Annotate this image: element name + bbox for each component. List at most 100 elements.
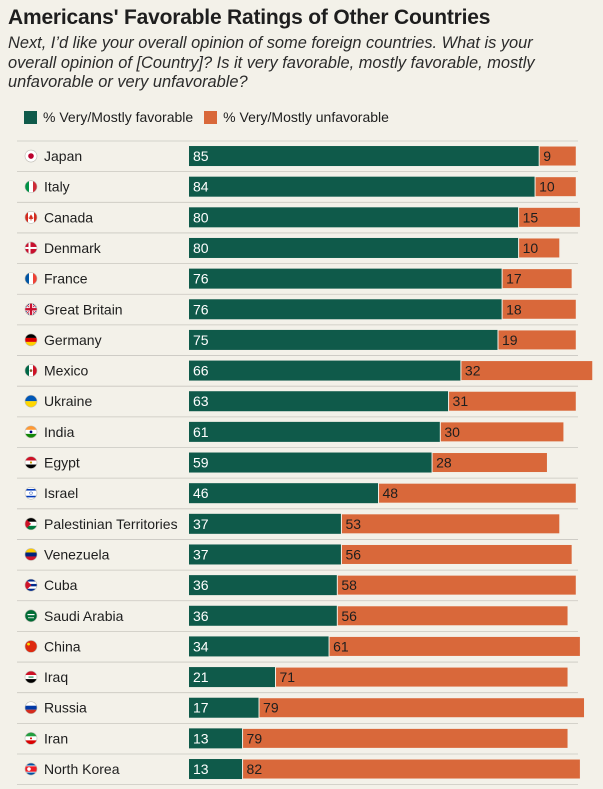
bar-unfavorable-china xyxy=(328,635,581,657)
flag-venezuela-icon xyxy=(24,548,38,561)
data-label-unfavorable-canada: 15 xyxy=(523,209,539,225)
data-label-favorable-japan: 85 xyxy=(193,148,209,164)
data-label-unfavorable-russia: 79 xyxy=(263,700,279,716)
bar-favorable-palestinian-territories xyxy=(189,513,342,534)
bar-unfavorable-venezuela xyxy=(340,543,573,565)
data-label-unfavorable-india: 30 xyxy=(444,424,460,440)
data-label-unfavorable-denmark: 10 xyxy=(523,240,539,256)
data-label-favorable-saudi-arabia: 36 xyxy=(193,608,209,624)
category-label-france: France xyxy=(44,271,88,287)
category-label-germany: Germany xyxy=(44,332,102,348)
bar-favorable-denmark xyxy=(189,237,519,258)
data-label-favorable-cuba: 36 xyxy=(193,577,209,593)
bar-favorable-france xyxy=(189,268,503,289)
bar-favorable-germany xyxy=(189,329,498,350)
category-label-north-korea: North Korea xyxy=(44,761,120,777)
category-label-italy: Italy xyxy=(44,179,70,195)
data-label-unfavorable-venezuela: 56 xyxy=(345,546,361,562)
data-label-unfavorable-mexico: 32 xyxy=(465,363,481,379)
category-label-china: China xyxy=(44,638,81,654)
flag-iraq-icon xyxy=(24,670,38,684)
data-label-favorable-egypt: 59 xyxy=(193,455,209,471)
bar-favorable-egypt xyxy=(189,452,433,473)
legend-label-favorable: % Very/Mostly favorable xyxy=(43,109,194,125)
data-label-unfavorable-ukraine: 31 xyxy=(453,393,469,409)
bar-unfavorable-france xyxy=(501,268,573,290)
flag-mexico-icon xyxy=(24,364,38,377)
bar-unfavorable-india xyxy=(439,421,565,443)
bar-favorable-italy xyxy=(189,176,536,197)
bar-unfavorable-russia xyxy=(258,697,586,719)
legend-swatch-unfavorable xyxy=(204,110,218,124)
flag-germany-icon xyxy=(24,333,38,347)
data-label-favorable-north-korea: 13 xyxy=(193,761,209,777)
data-label-unfavorable-north-korea: 82 xyxy=(247,761,263,777)
flag-ukraine-icon xyxy=(24,394,38,408)
category-label-ukraine: Ukraine xyxy=(44,393,92,409)
bar-favorable-iran xyxy=(189,728,243,749)
bar-unfavorable-israel xyxy=(378,482,577,504)
flag-palestinian-territories-icon xyxy=(24,517,38,531)
bar-favorable-japan xyxy=(189,146,540,167)
legend-item-favorable: % Very/Mostly favorable xyxy=(24,109,193,125)
bar-favorable-mexico xyxy=(189,360,461,381)
flag-cuba-icon xyxy=(24,578,38,592)
flag-north-korea-icon xyxy=(24,762,38,776)
data-label-favorable-china: 34 xyxy=(193,638,209,654)
data-label-unfavorable-france: 17 xyxy=(506,271,522,287)
data-label-favorable-iran: 13 xyxy=(193,730,209,746)
bar-unfavorable-cuba xyxy=(336,574,577,596)
category-label-canada: Canada xyxy=(44,209,93,225)
bar-unfavorable-ukraine xyxy=(448,390,577,412)
bar-favorable-india xyxy=(189,421,441,442)
bar-unfavorable-mexico xyxy=(460,360,594,382)
bar-unfavorable-egypt xyxy=(431,452,548,474)
data-label-favorable-iraq: 21 xyxy=(193,669,209,685)
bar-favorable-china xyxy=(189,636,330,657)
data-label-favorable-germany: 75 xyxy=(193,332,209,348)
data-label-favorable-india: 61 xyxy=(193,424,209,440)
data-label-unfavorable-saudi-arabia: 56 xyxy=(341,608,357,624)
data-label-favorable-italy: 84 xyxy=(193,179,209,195)
category-label-mexico: Mexico xyxy=(44,363,89,379)
bar-favorable-great-britain xyxy=(189,299,503,320)
category-label-palestinian-territories: Palestinian Territories xyxy=(44,516,178,532)
data-label-favorable-palestinian-territories: 37 xyxy=(193,516,209,532)
bar-unfavorable-iran xyxy=(242,727,569,749)
flag-china-icon xyxy=(24,640,38,653)
data-label-favorable-venezuela: 37 xyxy=(193,546,209,562)
category-label-denmark: Denmark xyxy=(44,240,102,256)
data-label-favorable-israel: 46 xyxy=(193,485,209,501)
data-label-unfavorable-japan: 9 xyxy=(543,148,551,164)
legend-swatch-favorable xyxy=(24,110,37,124)
data-label-unfavorable-iran: 79 xyxy=(247,730,263,746)
category-label-cuba: Cuba xyxy=(44,577,78,593)
bar-favorable-iraq xyxy=(189,667,276,688)
bar-unfavorable-denmark xyxy=(518,237,561,259)
bar-unfavorable-palestinian-territories xyxy=(340,513,561,535)
category-label-russia: Russia xyxy=(44,700,87,716)
flag-denmark-icon xyxy=(24,241,38,255)
category-label-israel: Israel xyxy=(44,485,78,501)
bar-unfavorable-canada xyxy=(518,206,581,228)
bar-unfavorable-japan xyxy=(538,145,577,167)
flag-russia-icon xyxy=(24,701,38,715)
bar-favorable-ukraine xyxy=(189,391,449,412)
data-label-favorable-canada: 80 xyxy=(193,209,209,225)
category-label-iran: Iran xyxy=(44,730,68,746)
flag-israel-icon xyxy=(24,486,38,500)
bar-unfavorable-iraq xyxy=(275,666,569,688)
flag-saudi-arabia-icon xyxy=(24,609,38,623)
data-label-unfavorable-great-britain: 18 xyxy=(506,301,522,317)
legend-label-unfavorable: % Very/Mostly unfavorable xyxy=(223,109,389,125)
bar-favorable-saudi-arabia xyxy=(189,605,338,626)
legend-item-unfavorable: % Very/Mostly unfavorable xyxy=(204,109,389,125)
flag-iran-icon xyxy=(24,732,38,745)
category-label-iraq: Iraq xyxy=(44,669,68,685)
flag-india-icon xyxy=(24,425,38,439)
data-label-unfavorable-israel: 48 xyxy=(383,485,399,501)
data-label-unfavorable-china: 61 xyxy=(333,638,349,654)
bar-favorable-israel xyxy=(189,483,379,504)
bar-favorable-cuba xyxy=(189,575,338,596)
